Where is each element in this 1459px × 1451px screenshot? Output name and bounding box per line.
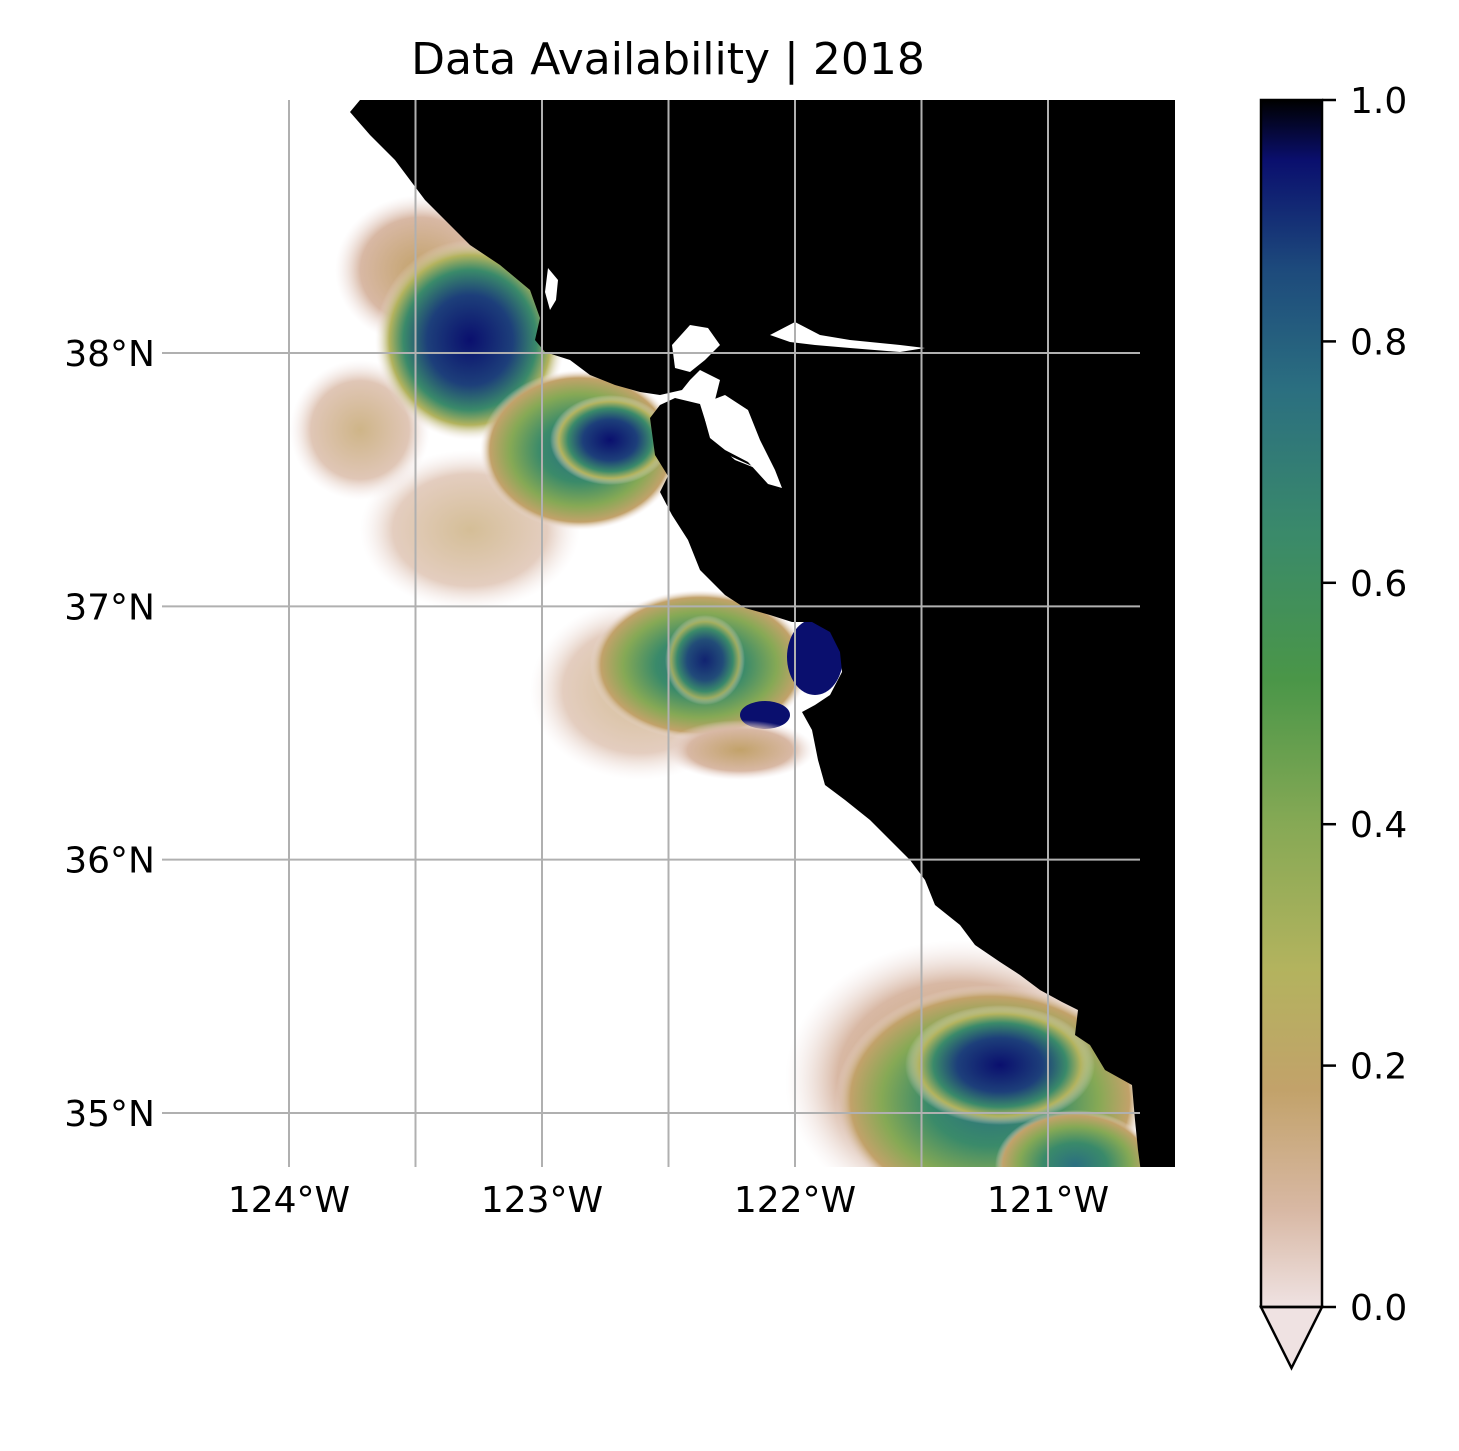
y-tick-labels: 38°N 37°N 36°N 35°N: [64, 334, 155, 1135]
y-tick-label: 35°N: [64, 1094, 155, 1135]
y-tick-label: 38°N: [64, 334, 155, 375]
x-tick-label: 121°W: [987, 1180, 1109, 1221]
y-tick-label: 36°N: [64, 841, 155, 882]
y-tick-label: 37°N: [64, 587, 155, 628]
colorbar-tick-label: 0.4: [1350, 805, 1407, 846]
coverage-field-monterey: [530, 590, 843, 780]
colorbar-tick-label: 0.0: [1350, 1288, 1407, 1329]
gridlines: [162, 100, 1140, 1167]
colorbar-tick-label: 0.8: [1350, 322, 1407, 363]
colorbar-ticks: 0.0 0.2 0.4 0.6 0.8 1.0: [1322, 81, 1407, 1329]
map-area: [290, 100, 1175, 1167]
chart-title: Data Availability | 2018: [411, 34, 925, 85]
colorbar-tick-label: 0.6: [1350, 564, 1407, 605]
colorbar-gradient: [1261, 100, 1322, 1307]
x-tick-label: 122°W: [734, 1180, 856, 1221]
x-tick-labels: 124°W 123°W 122°W 121°W: [228, 1180, 1109, 1221]
tomales-bay: [545, 268, 558, 310]
suisun-bay: [770, 322, 925, 352]
bay-water: [705, 395, 782, 488]
colorbar-frame: [1259, 98, 1324, 1309]
x-tick-label: 124°W: [228, 1180, 350, 1221]
colorbar: 0.0 0.2 0.4 0.6 0.8 1.0: [1258, 81, 1407, 1371]
san-pablo-bay: [672, 325, 720, 372]
x-tick-label: 123°W: [481, 1180, 603, 1221]
land-mass: [350, 100, 1175, 1167]
colorbar-tick-label: 0.2: [1350, 1047, 1407, 1088]
colorbar-extend-min: [1258, 1305, 1325, 1371]
colorbar-tick-label: 1.0: [1350, 81, 1407, 122]
